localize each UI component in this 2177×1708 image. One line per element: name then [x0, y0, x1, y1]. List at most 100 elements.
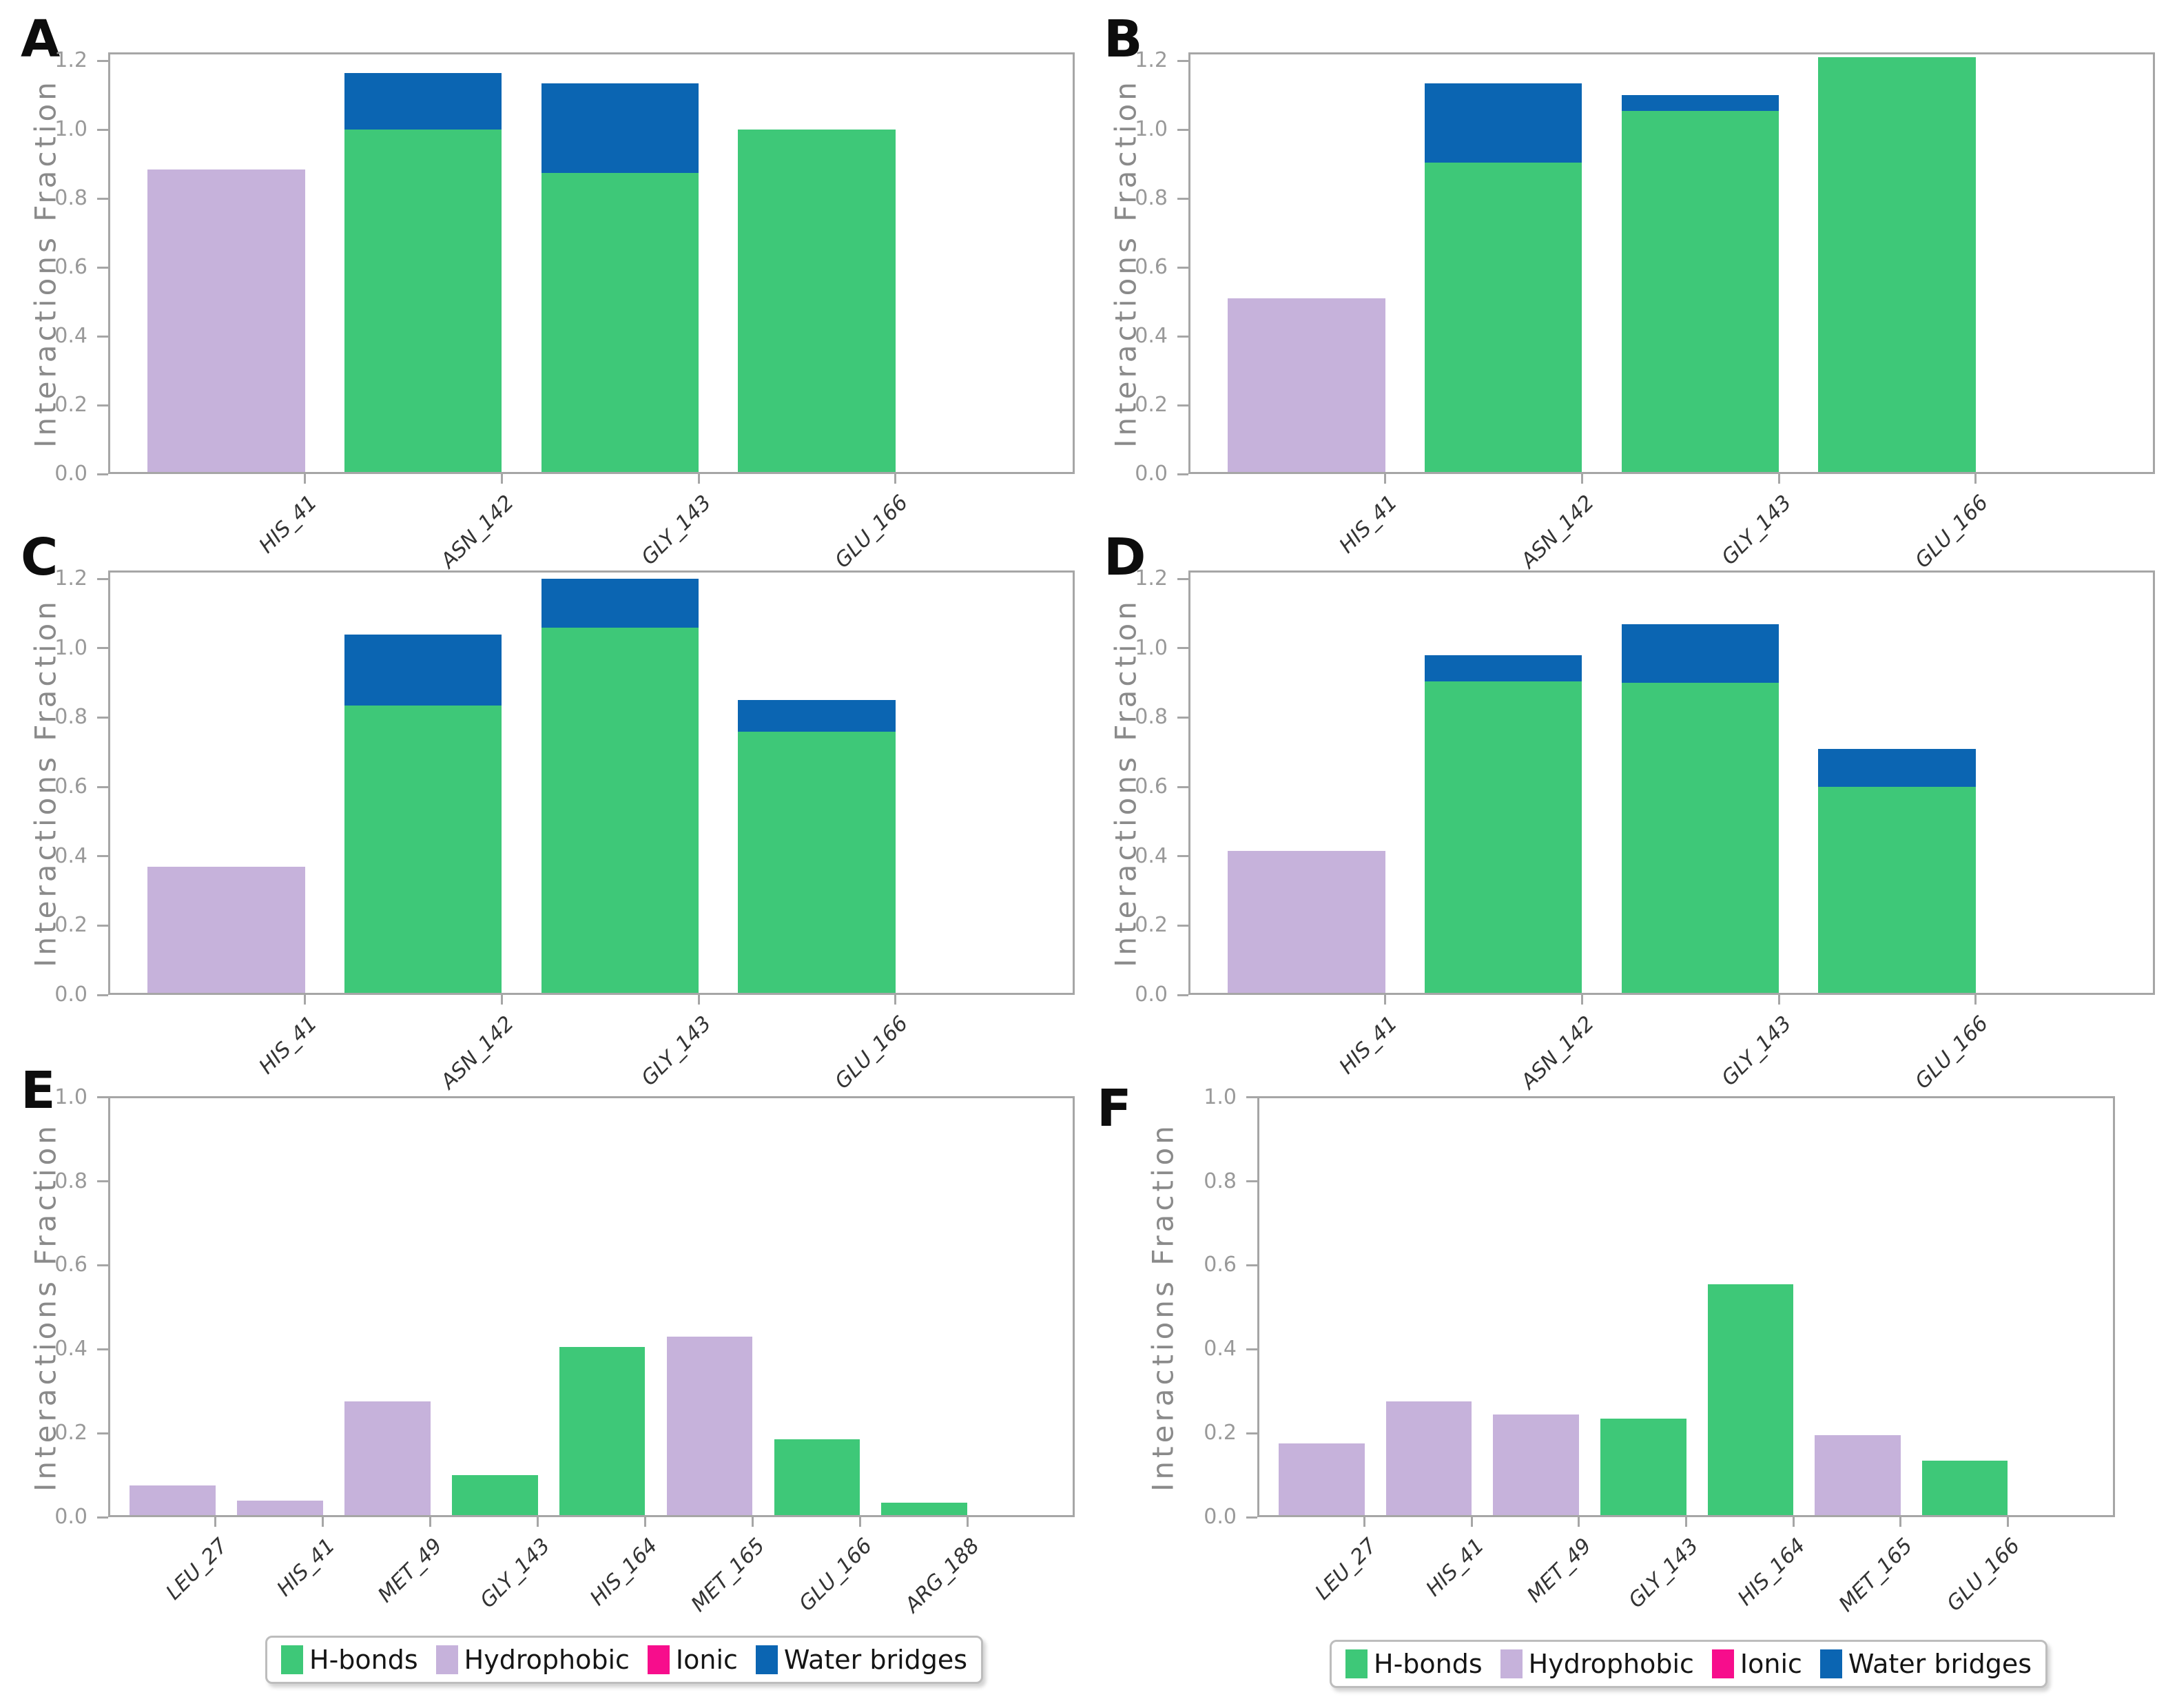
legend-item-hydrophobic: Hydrophobic: [435, 1645, 630, 1675]
bar-segment-h-bonds: [1818, 787, 1976, 995]
y-tick-label: 0.4: [1135, 843, 1168, 868]
y-tick-mark: [1177, 647, 1188, 650]
y-tick-label: 0.2: [1135, 393, 1168, 417]
x-tick-mark: [1777, 995, 1780, 1005]
legend-item-ionic: Ionic: [647, 1645, 738, 1675]
bar-segment-hydrophobic: [237, 1500, 323, 1517]
legend-swatch: [1345, 1649, 1368, 1678]
panel-letter-A: A: [21, 10, 61, 69]
bar-segment-h-bonds: [881, 1502, 968, 1517]
bar-segment-water-bridges: [1818, 748, 1976, 788]
y-tick-mark: [97, 128, 108, 131]
y-tick-mark: [97, 335, 108, 338]
y-tick-label: 0.0: [54, 982, 87, 1007]
y-tick-mark: [1177, 197, 1188, 200]
bar-segment-h-bonds: [1600, 1418, 1686, 1517]
y-tick-label: 0.8: [54, 186, 87, 210]
legend-swatch: [1819, 1649, 1842, 1678]
y-tick-mark: [1177, 855, 1188, 858]
y-tick-label: 0.6: [1204, 1253, 1237, 1277]
x-tick-label: GLU_166: [794, 1534, 877, 1616]
bar-segment-water-bridges: [1424, 83, 1582, 163]
x-tick-label: HIS_41: [254, 491, 322, 559]
panel-letter-B: B: [1104, 10, 1143, 69]
y-tick-mark: [97, 473, 108, 475]
bar-segment-h-bonds: [1621, 110, 1779, 474]
legend-label: Ionic: [1740, 1649, 1802, 1679]
x-tick-mark: [643, 1517, 646, 1527]
y-tick-mark: [1177, 924, 1188, 927]
y-tick-label: 0.0: [54, 462, 87, 486]
y-tick-mark: [1177, 716, 1188, 719]
bar-segment-hydrophobic: [130, 1485, 216, 1517]
x-tick-label: ASN_142: [436, 1011, 519, 1094]
bar-segment-h-bonds: [344, 130, 502, 474]
y-tick-mark: [97, 647, 108, 650]
y-tick-mark: [1177, 404, 1188, 407]
bar-segment-water-bridges: [344, 634, 502, 706]
plot-area: [108, 1096, 1075, 1517]
bar-segment-h-bonds: [541, 172, 699, 474]
y-tick-mark: [1246, 1264, 1257, 1266]
x-tick-label: HIS_41: [1334, 491, 1403, 559]
bar-segment-h-bonds: [774, 1439, 860, 1517]
bar-segment-h-bonds: [1424, 162, 1582, 474]
y-tick-label: 1.0: [1135, 635, 1168, 660]
y-tick-mark: [97, 716, 108, 719]
x-tick-label: GLU_166: [830, 491, 913, 573]
x-tick-label: GLY_143: [1716, 1011, 1796, 1091]
legend-label: Ionic: [675, 1645, 738, 1675]
y-tick-mark: [97, 855, 108, 858]
bar-segment-water-bridges: [1424, 655, 1582, 681]
y-tick-label: 1.2: [54, 48, 87, 72]
y-tick-label: 0.0: [1135, 982, 1168, 1007]
y-tick-mark: [97, 1180, 108, 1183]
y-tick-mark: [1246, 1348, 1257, 1350]
x-tick-mark: [1580, 474, 1583, 484]
bar-segment-hydrophobic: [1815, 1435, 1901, 1517]
y-tick-label: 0.2: [54, 393, 87, 417]
x-tick-label: LEU_27: [161, 1534, 233, 1605]
x-tick-mark: [214, 1517, 217, 1527]
bar-segment-hydrophobic: [344, 1401, 431, 1517]
y-tick-mark: [97, 785, 108, 788]
legend-swatch: [281, 1645, 303, 1674]
y-tick-label: 0.4: [54, 843, 87, 868]
x-tick-mark: [751, 1517, 754, 1527]
y-tick-label: 1.0: [1135, 117, 1168, 141]
y-tick-label: 0.8: [1135, 186, 1168, 210]
y-tick-label: 1.0: [54, 117, 87, 141]
y-tick-label: 0.6: [1135, 774, 1168, 799]
x-tick-label: GLU_166: [1910, 1011, 1993, 1094]
y-tick-label: 0.8: [1135, 705, 1168, 730]
x-tick-mark: [894, 474, 897, 484]
y-tick-mark: [97, 994, 108, 996]
y-tick-label: 0.6: [1135, 255, 1168, 279]
x-tick-label: GLY_143: [636, 491, 716, 570]
y-tick-mark: [97, 1096, 108, 1099]
legend-label: H-bonds: [309, 1645, 418, 1675]
y-tick-label: 0.8: [54, 1169, 87, 1193]
bar-segment-hydrophobic: [666, 1337, 753, 1517]
x-tick-label: HIS_164: [1733, 1534, 1810, 1611]
x-tick-mark: [1384, 474, 1387, 484]
plot-area: [1188, 570, 2155, 995]
legend-swatch: [1500, 1649, 1523, 1678]
x-tick-label: MET_49: [1522, 1534, 1596, 1608]
bar-segment-water-bridges: [344, 72, 502, 130]
y-tick-mark: [97, 266, 108, 269]
plot-area: [1188, 52, 2155, 474]
y-tick-mark: [1246, 1180, 1257, 1183]
x-tick-mark: [500, 995, 503, 1005]
legend-left: H-bonds Hydrophobic Ionic Water bridges: [265, 1636, 984, 1684]
y-tick-label: 0.6: [54, 255, 87, 279]
x-tick-label: HIS_41: [1334, 1011, 1403, 1080]
x-tick-label: HIS_164: [585, 1534, 663, 1611]
bar-segment-h-bonds: [1818, 57, 1976, 474]
panel-letter-E: E: [21, 1061, 56, 1120]
x-tick-label: ASN_142: [436, 491, 519, 573]
x-tick-label: MET_165: [686, 1534, 770, 1617]
x-tick-mark: [697, 474, 700, 484]
legend-label: Water bridges: [783, 1645, 968, 1675]
x-tick-mark: [1685, 1517, 1687, 1527]
